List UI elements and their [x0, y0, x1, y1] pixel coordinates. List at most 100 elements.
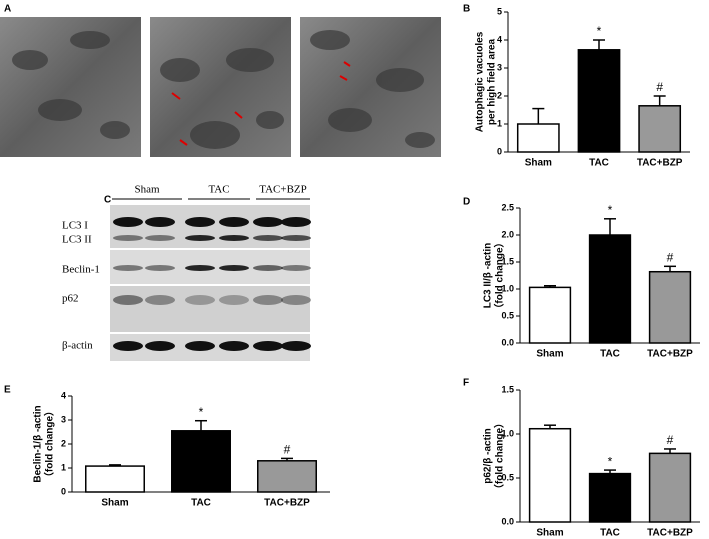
group-label: Sham — [134, 184, 160, 196]
y-tick-label: 0.0 — [501, 337, 514, 347]
y-tick-label: 4 — [61, 390, 66, 400]
blot-band — [145, 235, 175, 241]
x-tick-label: Sham — [101, 498, 128, 509]
image-label: Sham — [10, 2, 36, 14]
y-tick-label: 0.5 — [501, 472, 514, 482]
bar — [638, 105, 682, 153]
blot-band — [253, 217, 283, 227]
row-label: LC3 II — [62, 234, 92, 246]
blot-band — [253, 295, 283, 305]
y-axis-label: per high field area — [487, 38, 498, 125]
texture — [12, 30, 435, 149]
annotation: * — [608, 203, 613, 217]
y-axis-label: （fold change） — [493, 418, 506, 494]
blot-band — [185, 265, 215, 271]
panel-c: C Sham TAC TAC+BZP LC3 I LC3 II Beclin-1… — [62, 184, 311, 361]
blot-band — [185, 235, 215, 241]
x-tick-label: TAC+BZP — [637, 158, 683, 169]
y-tick-label: 1.0 — [501, 428, 514, 438]
annotation: # — [656, 80, 663, 94]
bar — [257, 460, 317, 493]
y-tick-label: 1.5 — [501, 384, 514, 394]
image-label: TAC+BZP — [350, 2, 398, 14]
annotation: # — [284, 443, 291, 457]
bar — [648, 270, 692, 344]
y-tick-label: 0 — [61, 486, 66, 496]
group-label: TAC — [208, 184, 229, 196]
group-label: TAC+BZP — [259, 184, 307, 196]
y-tick-label: 1.0 — [501, 283, 514, 293]
y-tick-label: 0.5 — [501, 310, 514, 320]
blot-band — [219, 217, 249, 227]
blot-band — [113, 265, 143, 271]
bar — [588, 472, 632, 523]
annotation: * — [608, 454, 613, 468]
blot-band — [219, 235, 249, 241]
blot-band — [113, 235, 143, 241]
blot-strip — [110, 286, 310, 332]
x-tick-label: TAC — [191, 498, 211, 509]
x-tick-label: TAC+BZP — [264, 498, 310, 509]
blot-band — [145, 217, 175, 227]
y-axis-label: （fold change） — [43, 406, 56, 482]
y-tick-label: 1 — [61, 462, 66, 472]
y-tick-label: 2 — [61, 438, 66, 448]
bar — [648, 452, 692, 523]
panel-label: A — [4, 4, 11, 15]
annotation: # — [667, 433, 674, 447]
annotation: * — [199, 405, 204, 419]
y-tick-label: 2 — [497, 90, 502, 100]
x-tick-label: Sham — [525, 158, 552, 169]
x-tick-label: TAC+BZP — [647, 349, 693, 360]
y-tick-label: 0.0 — [501, 516, 514, 526]
bar-chart: D LC3 II/β -actin （fold change） 0.0 0.5 1.0 1.… — [463, 197, 700, 360]
panel-label: C — [104, 195, 111, 206]
blot-band — [185, 217, 215, 227]
row-label: Beclin-1 — [62, 264, 100, 276]
row-label: p62 — [62, 293, 79, 305]
annotation: # — [667, 250, 674, 264]
blot-band — [281, 295, 311, 305]
blot-band — [145, 341, 175, 351]
blot-band — [185, 341, 215, 351]
blot-band — [113, 341, 143, 351]
y-tick-label: 1 — [497, 118, 502, 128]
x-tick-label: TAC+BZP — [647, 528, 693, 539]
y-tick-label: 1.5 — [501, 256, 514, 266]
blot-band — [145, 265, 175, 271]
y-tick-label: 2.0 — [501, 229, 514, 239]
bar — [85, 465, 145, 493]
row-label: LC3 I — [62, 220, 88, 232]
arrows — [171, 61, 351, 146]
bar-chart: B Autophagic vacuoles per high field area 0… — [463, 4, 690, 169]
y-axis-label: Autophagic vacuoles — [475, 31, 486, 132]
panel-a: A Sham TAC TAC+BZP — [0, 2, 441, 157]
blot-band — [145, 295, 175, 305]
blot-band — [113, 295, 143, 305]
bar — [171, 430, 231, 493]
panel-label: E — [4, 385, 11, 396]
y-axis-label: Beclin-1/β -actin — [33, 405, 44, 482]
bar — [588, 234, 632, 344]
blot-band — [281, 235, 311, 241]
blot-band — [219, 265, 249, 271]
blot-band — [219, 295, 249, 305]
blot-band — [281, 265, 311, 271]
annotation: * — [597, 24, 602, 38]
image-label: TAC — [209, 2, 230, 14]
blot-band — [281, 217, 311, 227]
blot-strip — [110, 205, 310, 248]
blot-band — [281, 341, 311, 351]
y-axis-label: （fold change） — [493, 237, 506, 313]
blot-band — [253, 341, 283, 351]
panel-label: B — [463, 4, 470, 15]
bar — [577, 49, 621, 153]
bar — [516, 123, 560, 153]
blot-band — [185, 295, 215, 305]
blot-band — [253, 235, 283, 241]
y-tick-label: 3 — [61, 414, 66, 424]
y-axis-label: LC3 II/β -actin — [483, 243, 494, 309]
x-tick-label: TAC — [589, 158, 609, 169]
